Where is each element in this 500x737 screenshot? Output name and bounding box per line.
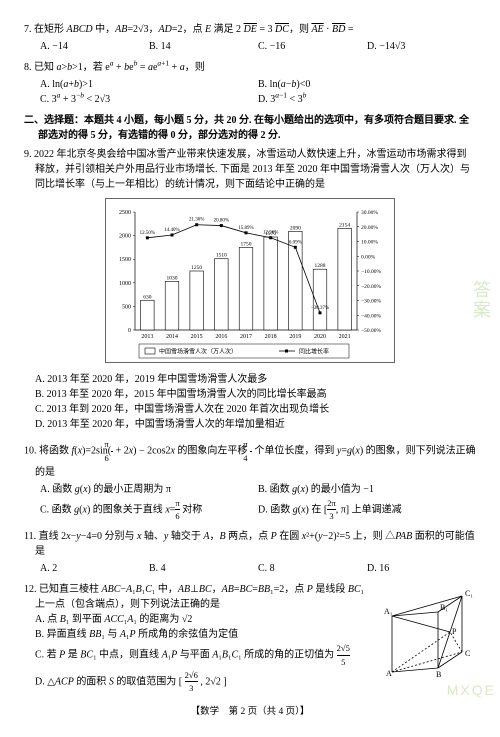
svg-text:A: A: [386, 669, 392, 678]
svg-text:2021: 2021: [339, 334, 351, 340]
svg-text:B: B: [436, 670, 441, 678]
q11-D: D. 16: [367, 561, 476, 576]
q7-B: B. 14: [149, 39, 258, 54]
svg-text:1250: 1250: [191, 265, 202, 271]
svg-text:6.09%: 6.09%: [289, 240, 302, 245]
svg-text:1000: 1000: [119, 281, 131, 287]
svg-text:2000: 2000: [119, 234, 131, 240]
q8-options: A. ln(a+b)>1 B. ln(a−b)<0 C. 3a + 3−b < …: [24, 77, 476, 107]
svg-text:同比增长率: 同比增长率: [299, 348, 329, 356]
svg-text:−38.37%: −38.37%: [311, 306, 329, 311]
q9-A: A. 2013 年至 2020 年，2019 年中国雪场滑雪人次最多: [24, 372, 476, 387]
svg-text:20.00%: 20.00%: [361, 225, 378, 231]
svg-text:P: P: [452, 627, 457, 636]
svg-text:−50.00%: −50.00%: [361, 328, 381, 334]
q7-options: A. −14 B. 14 C. −16 D. −14√3: [24, 39, 476, 54]
svg-text:12.50%: 12.50%: [140, 231, 155, 236]
svg-text:15.89%: 15.89%: [238, 226, 253, 231]
question-7: 7. 在矩形 ABCD 中，AB=2√3，AD=2，点 E 满足 2 DE = …: [24, 22, 476, 54]
watermark-2: MXQE: [447, 680, 496, 701]
svg-text:2500: 2500: [119, 210, 131, 216]
svg-text:2016: 2016: [215, 334, 227, 340]
question-10: 10. 将函数 f(x)=2sin(π6 + 2x) − 2cos2x 的图象向…: [24, 438, 476, 523]
q10-stem: 10. 将函数 f(x)=2sin(π6 + 2x) − 2cos2x 的图象向…: [24, 438, 476, 480]
svg-text:2018: 2018: [265, 334, 277, 340]
q10-A: A. 函数 g(x) 的最小正周期为 π: [40, 482, 258, 497]
svg-text:−40.00%: −40.00%: [361, 313, 381, 319]
svg-text:2020: 2020: [314, 334, 326, 340]
q8-A: A. ln(a+b)>1: [40, 77, 258, 92]
q11-C: C. 8: [258, 561, 367, 576]
svg-text:C₁: C₁: [465, 589, 473, 598]
page-footer: 【数学 第 2 页（共 4 页）】: [24, 705, 476, 719]
svg-text:A₁: A₁: [384, 607, 393, 616]
q11-stem: 11. 直线 2x−y−4=0 分别与 x 轴、y 轴交于 A，B 两点，点 P…: [24, 529, 476, 559]
q9-C: C. 2013 年到 2020 年，中国雪场滑雪人次在 2020 年首次出现负增…: [24, 402, 476, 417]
q8-C: C. 3a + 3−b < 2√3: [40, 92, 258, 107]
svg-text:0: 0: [128, 328, 131, 334]
q9-D: D. 2013 年至 2020 年，中国雪场滑雪人次的年增加量相近: [24, 417, 476, 432]
svg-text:30.00%: 30.00%: [361, 210, 378, 216]
section-2-header: 二、选择题：本题共 4 小题，每小题 5 分，共 20 分. 在每小题给出的选项…: [24, 113, 476, 143]
svg-text:2015: 2015: [191, 334, 203, 340]
svg-text:1750: 1750: [241, 241, 252, 247]
q7-C: C. −16: [258, 39, 367, 54]
svg-text:2014: 2014: [166, 334, 178, 340]
question-11: 11. 直线 2x−y−4=0 分别与 x 轴、y 轴交于 A，B 两点，点 P…: [24, 529, 476, 576]
q7-stem: 7. 在矩形 ABCD 中，AB=2√3，AD=2，点 E 满足 2 DE = …: [24, 22, 476, 37]
q9-chart: 0 500 1000 1500 2000 2500 30.00% 20.00% 10.00% 0.…: [105, 198, 395, 368]
question-12: A B C A₁ B₁ C₁ P 12. 已知直三棱柱 ABC−A₁B₁C₁ 中…: [24, 582, 476, 695]
q11-options: A. 2 B. 4 C. 8 D. 16: [24, 561, 476, 576]
svg-text:1030: 1030: [167, 275, 178, 281]
svg-text:−10.00%: −10.00%: [361, 269, 381, 275]
q10-C: C. 函数 g(x) 的图象关于直线 x=π6 对称: [40, 497, 258, 524]
svg-text:C: C: [465, 649, 470, 658]
svg-text:B₁: B₁: [440, 603, 448, 612]
svg-text:−30.00%: −30.00%: [361, 299, 381, 305]
q7-D: D. −14√3: [367, 39, 476, 54]
svg-text:500: 500: [122, 304, 131, 310]
svg-text:630: 630: [143, 294, 152, 300]
svg-text:20.80%: 20.80%: [214, 219, 229, 224]
q8-stem: 8. 已知 a>b>1，若 ea + beb = aea+1 + a，则: [24, 60, 476, 75]
q8-B: B. ln(a−b)<0: [258, 77, 476, 92]
svg-text:2013: 2013: [141, 334, 153, 340]
q10-options: A. 函数 g(x) 的最小正周期为 π B. 函数 g(x) 的最小值为 −1…: [24, 482, 476, 524]
q9-stem: 9. 2022 年北京冬奥会给中国冰雪产业带来快速发展，冰雪运动人数快速上升，冰…: [24, 147, 476, 192]
watermark-1: 答案: [467, 280, 494, 320]
svg-text:2019: 2019: [289, 334, 301, 340]
q11-A: A. 2: [40, 561, 149, 576]
q8-D: D. 3a−1 < 3b: [258, 92, 476, 107]
svg-text:2017: 2017: [240, 334, 252, 340]
svg-text:1510: 1510: [216, 253, 227, 259]
svg-text:21.36%: 21.36%: [189, 218, 204, 223]
svg-text:1288: 1288: [315, 263, 326, 269]
svg-text:1500: 1500: [119, 257, 131, 263]
question-9: 9. 2022 年北京冬奥会给中国冰雪产业带来快速发展，冰雪运动人数快速上升，冰…: [24, 147, 476, 432]
svg-text:−20.00%: −20.00%: [361, 284, 381, 290]
question-8: 8. 已知 a>b>1，若 ea + beb = aea+1 + a，则 A. …: [24, 60, 476, 107]
q7-A: A. −14: [40, 39, 149, 54]
q11-B: B. 4: [149, 561, 258, 576]
svg-text:12.56%: 12.56%: [263, 231, 278, 236]
svg-text:2154: 2154: [339, 222, 350, 228]
svg-text:0.00%: 0.00%: [361, 254, 376, 260]
svg-text:中国雪场滑雪人次（万人次）: 中国雪场滑雪人次（万人次）: [159, 348, 237, 356]
svg-text:2090: 2090: [290, 225, 301, 231]
svg-text:14.40%: 14.40%: [164, 228, 179, 233]
q10-D: D. 函数 g(x) 在 [2π3, π] 上单调递减: [258, 497, 476, 524]
q9-B: B. 2013 年至 2020 年，2015 年中国雪场滑雪人次的同比增长率最高: [24, 387, 476, 402]
q10-B: B. 函数 g(x) 的最小值为 −1: [258, 482, 476, 497]
q12-figure: A B C A₁ B₁ C₁ P: [380, 582, 476, 683]
svg-text:10.00%: 10.00%: [361, 240, 378, 246]
